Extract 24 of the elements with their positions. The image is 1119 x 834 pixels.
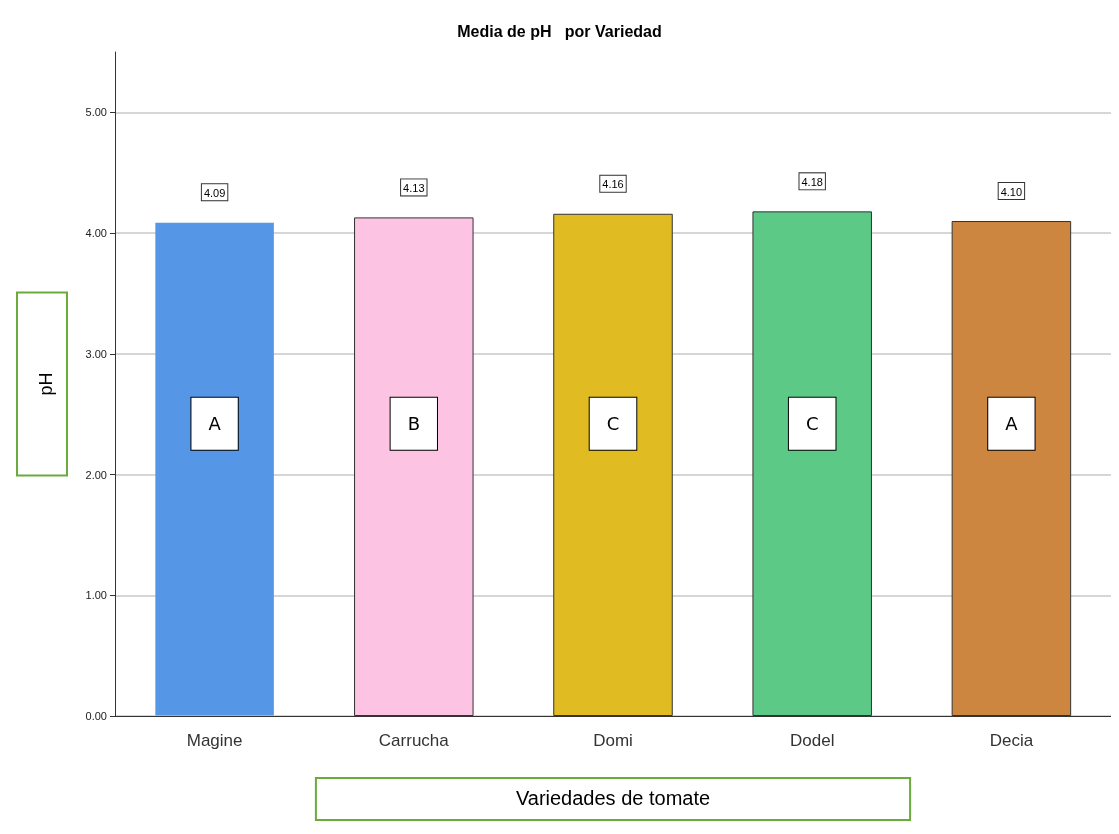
y-tick-label: 5.00 [85, 106, 107, 119]
annotation: C [606, 413, 620, 435]
y-tick-label: 2.00 [85, 468, 107, 481]
x-tick-label: Magine [186, 731, 243, 750]
x-tick-label: Domi [593, 731, 633, 750]
y-tick-label: 4.00 [85, 227, 107, 240]
data-label: 4.18 [801, 175, 823, 188]
annotation: B [407, 413, 420, 435]
x-axis-title: Variedades de tomate [515, 787, 711, 809]
y-axis-title: pH [36, 372, 56, 396]
annotation: A [208, 413, 222, 435]
data-label: 4.16 [602, 178, 624, 191]
y-tick-label: 1.00 [85, 589, 107, 602]
x-tick-label: Dodel [789, 731, 835, 750]
y-tick-label: 3.00 [85, 347, 107, 360]
data-label: 4.13 [403, 181, 425, 194]
x-tick-label: Decia [989, 731, 1034, 750]
annotation: C [805, 413, 819, 435]
data-label: 4.10 [1000, 185, 1023, 198]
data-label: 4.09 [203, 186, 226, 199]
annotation: A [1005, 413, 1019, 435]
chart-title: Media de pH por Variedad [457, 22, 662, 40]
x-tick-label: Carrucha [378, 731, 450, 750]
y-tick-label: 0.00 [85, 710, 107, 722]
